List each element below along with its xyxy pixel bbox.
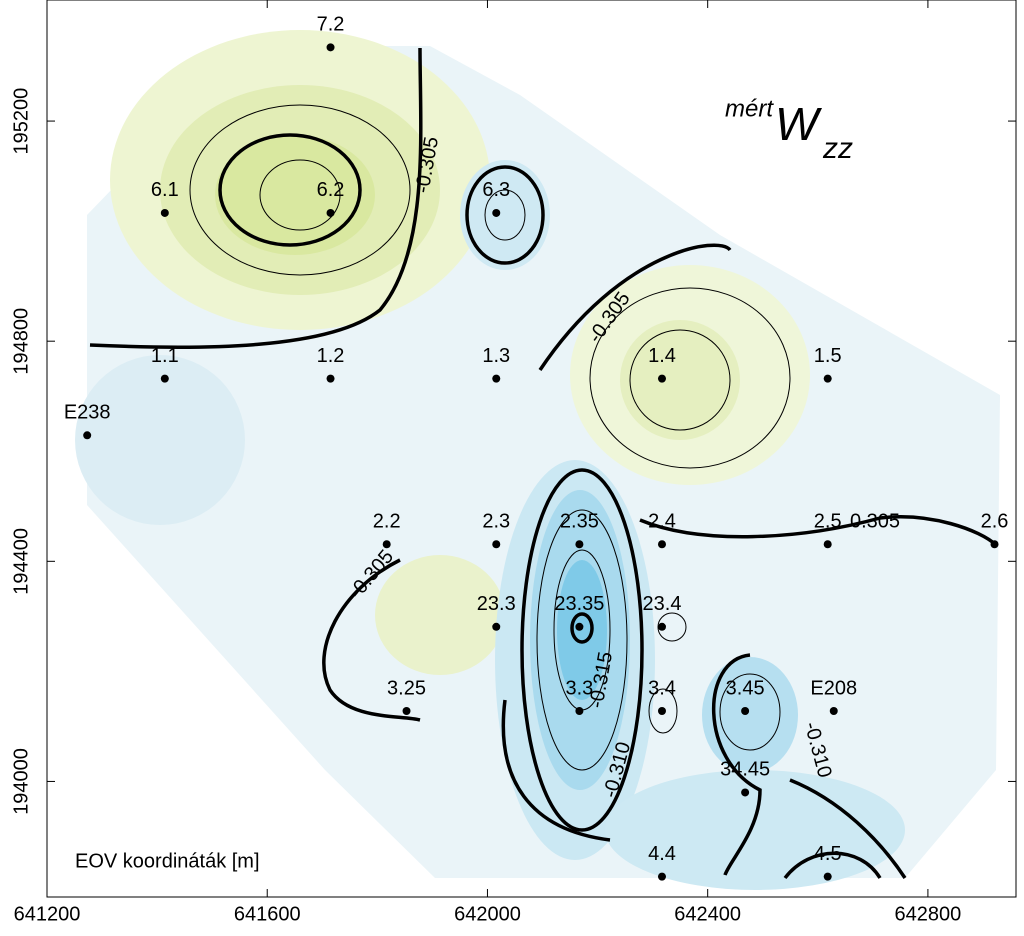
station xyxy=(657,872,666,881)
y-tick-label: 195200 xyxy=(10,88,32,155)
station-label: 6.3 xyxy=(482,179,510,201)
station-label: 4.5 xyxy=(814,843,842,865)
station-label: E238 xyxy=(64,402,111,424)
station-label: E208 xyxy=(810,677,857,699)
station xyxy=(160,374,169,383)
station xyxy=(326,43,335,52)
title: W xyxy=(775,98,823,150)
station xyxy=(575,622,584,631)
station-label: 34.45 xyxy=(720,759,770,781)
station xyxy=(741,706,750,715)
station xyxy=(990,540,999,549)
x-tick-label: 641200 xyxy=(14,903,81,925)
station xyxy=(492,540,501,549)
station-label: 1.3 xyxy=(482,345,510,367)
station xyxy=(823,872,832,881)
y-tick-label: 194000 xyxy=(10,748,32,815)
station-label: 1.5 xyxy=(814,345,842,367)
station xyxy=(326,208,335,217)
station xyxy=(657,622,666,631)
station-label: 2.2 xyxy=(373,511,401,533)
x-tick-label: 641600 xyxy=(234,903,301,925)
station-label: 3.25 xyxy=(387,677,426,699)
station-label: 2.6 xyxy=(981,511,1009,533)
station xyxy=(160,208,169,217)
station-label: 1.1 xyxy=(151,345,179,367)
station-label: 2.3 xyxy=(482,511,510,533)
station xyxy=(492,374,501,383)
title-prefix: mért xyxy=(725,95,774,122)
annotation: EOV koordináták [m] xyxy=(75,850,260,872)
station-label: 2.35 xyxy=(560,511,599,533)
contour-lines xyxy=(89,47,998,880)
station xyxy=(492,208,501,217)
title-subscript: zz xyxy=(822,132,853,165)
station xyxy=(657,374,666,383)
station-label: 3.3 xyxy=(565,677,593,699)
station xyxy=(575,540,584,549)
station xyxy=(575,706,584,715)
contour-fill xyxy=(75,30,1000,890)
station xyxy=(492,622,501,631)
station-label: 23.35 xyxy=(554,593,604,615)
station-label: 7.2 xyxy=(317,14,345,36)
x-tick-label: 642000 xyxy=(454,903,521,925)
x-tick-label: 642400 xyxy=(674,903,741,925)
station-label: 3.45 xyxy=(726,677,765,699)
contour-label: 0.305 xyxy=(850,510,900,532)
station-label: 4.4 xyxy=(648,843,676,865)
station-label: 23.3 xyxy=(477,593,516,615)
station xyxy=(83,431,92,440)
station-label: 2.5 xyxy=(814,511,842,533)
station xyxy=(823,540,832,549)
station-label: 6.2 xyxy=(317,179,345,201)
station-label: 23.4 xyxy=(643,593,682,615)
station xyxy=(326,374,335,383)
station xyxy=(741,788,750,797)
y-tick-label: 194400 xyxy=(10,528,32,595)
station-label: 1.2 xyxy=(317,345,345,367)
station-label: 1.4 xyxy=(648,345,676,367)
station xyxy=(829,706,838,715)
station xyxy=(657,706,666,715)
y-tick-label: 194800 xyxy=(10,308,32,375)
station-label: 2.4 xyxy=(648,511,676,533)
station xyxy=(823,374,832,383)
station xyxy=(657,540,666,549)
station-label: 3.4 xyxy=(648,677,676,699)
station xyxy=(402,706,411,715)
station-label: 6.1 xyxy=(151,179,179,201)
station xyxy=(382,540,391,549)
plot-frame xyxy=(46,0,1017,898)
x-tick-label: 642800 xyxy=(895,903,962,925)
